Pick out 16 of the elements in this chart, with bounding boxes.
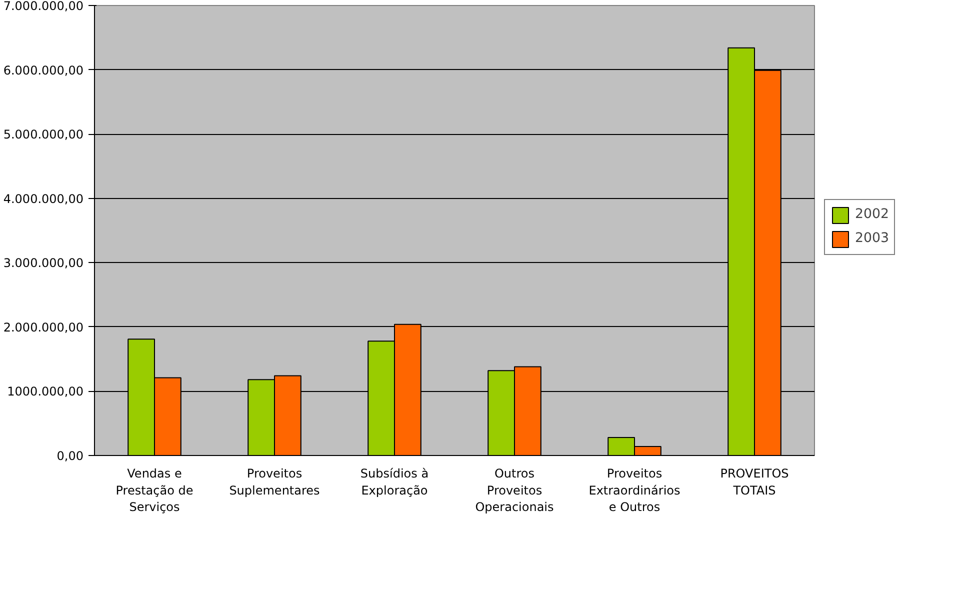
y-tick-label: 4.000.000,00 [3,192,84,206]
x-tick-label: Outros Proveitos Operacionais [475,466,554,514]
legend-label: 2002 [855,207,889,222]
y-tick-label: 5.000.000,00 [3,128,84,142]
x-tick-label: PROVEITOS TOTAIS [720,466,789,498]
legend-label: 2003 [855,231,889,246]
x-tick-label: Proveitos Suplementares [229,466,320,498]
x-tick-label: Vendas e Prestação de Serviços [116,466,194,514]
x-tick-label: Subsídios à Exploração [360,466,429,498]
y-tick-label: 1000.000,00 [7,384,84,399]
y-tick-label: 3.000.000,00 [3,256,84,270]
y-tick-label: 7.000.000,00 [3,0,84,13]
x-tick-label: Proveitos Extraordinários e Outros [588,466,680,514]
y-tick-label: 2.000.000,00 [3,320,84,334]
y-tick-label: 0,00 [56,449,84,463]
y-tick-label: 6.000.000,00 [3,63,84,78]
